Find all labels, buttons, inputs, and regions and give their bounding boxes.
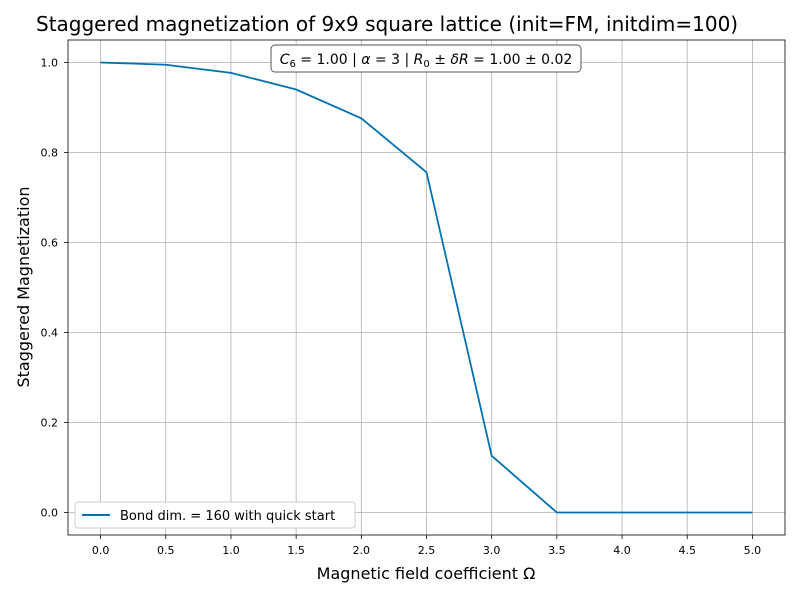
y-tick-label: 0.2 bbox=[41, 417, 59, 430]
x-tick-label: 2.5 bbox=[418, 544, 436, 557]
annotation-text: C6 = 1.00 | α = 3 | R0 ± δR = 1.00 ± 0.0… bbox=[280, 52, 573, 70]
y-tick-label: 0.8 bbox=[41, 147, 59, 160]
y-tick-label: 0.4 bbox=[41, 327, 59, 340]
x-tick-label: 4.5 bbox=[678, 544, 696, 557]
x-tick-label: 0.0 bbox=[92, 544, 110, 557]
y-axis-label: Staggered Magnetization bbox=[14, 186, 33, 387]
x-tick-label: 4.0 bbox=[613, 544, 631, 557]
x-tick-label: 2.0 bbox=[353, 544, 371, 557]
x-axis-ticks: 0.0 0.5 1.0 1.5 2.0 2.5 3.0 3.5 4.0 4.5 5.0 bbox=[92, 535, 761, 557]
x-tick-label: 0.5 bbox=[157, 544, 175, 557]
legend-label: Bond dim. = 160 with quick start bbox=[120, 509, 335, 524]
x-tick-label: 3.5 bbox=[548, 544, 566, 557]
y-tick-label: 1.0 bbox=[41, 57, 59, 70]
parameter-annotation: C6 = 1.00 | α = 3 | R0 ± δR = 1.00 ± 0.0… bbox=[270, 44, 582, 73]
legend: Bond dim. = 160 with quick start bbox=[74, 501, 356, 529]
series-layer bbox=[100, 61, 753, 514]
x-axis-label: Magnetic field coefficient Ω bbox=[317, 564, 536, 583]
legend-box bbox=[74, 501, 356, 529]
y-tick-label: 0.6 bbox=[41, 237, 59, 250]
y-axis-ticks: 0.0 0.2 0.4 0.6 0.8 1.0 bbox=[41, 57, 68, 520]
y-tick-label: 0.0 bbox=[41, 507, 59, 520]
x-tick-label: 3.0 bbox=[483, 544, 501, 557]
x-tick-label: 5.0 bbox=[744, 544, 762, 557]
grid bbox=[68, 40, 785, 535]
x-tick-label: 1.0 bbox=[222, 544, 240, 557]
x-tick-label: 1.5 bbox=[287, 544, 305, 557]
annotation-box bbox=[270, 44, 582, 73]
chart-title: Staggered magnetization of 9x9 square la… bbox=[36, 12, 738, 36]
series-line bbox=[100, 61, 753, 514]
